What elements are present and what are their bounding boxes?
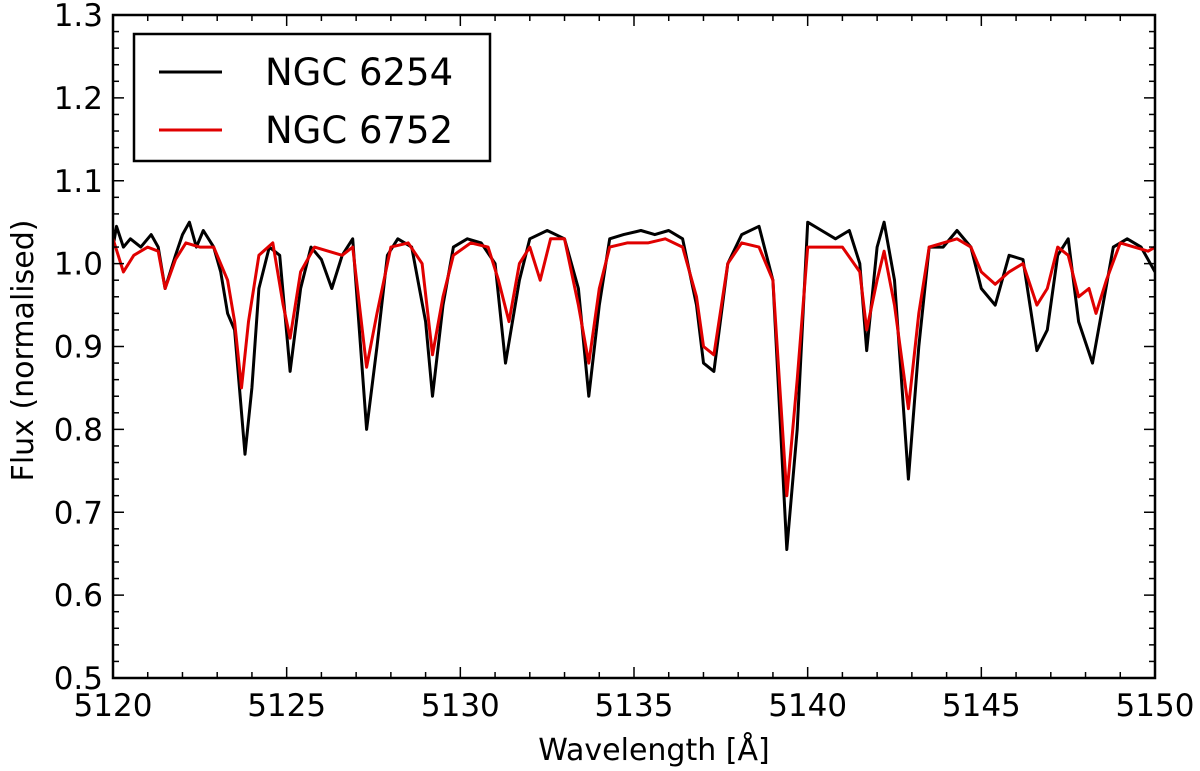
y-axis-label: Flux (normalised)	[6, 220, 41, 482]
series-layer	[113, 220, 1155, 551]
y-tick-label: 0.8	[54, 412, 103, 448]
y-tick-label: 0.5	[54, 661, 103, 697]
x-tick-label: 5120	[74, 688, 153, 724]
x-tick-label: 5140	[768, 688, 847, 724]
y-tick-label: 1.2	[54, 81, 103, 117]
y-tick-label: 0.6	[54, 578, 103, 614]
legend-label-2: NGC 6752	[265, 109, 453, 152]
x-tick-label: 5135	[595, 688, 674, 724]
x-tick-label: 5150	[1116, 688, 1195, 724]
legend-label-1: NGC 6254	[265, 51, 453, 94]
y-tick-label: 0.9	[54, 330, 103, 366]
x-tick-label: 5145	[942, 688, 1021, 724]
axes-layer: 5120 5125 5130 5135 5140 5145 5150 0.5 0.6 0.7 0.8…	[6, 0, 1194, 768]
x-axis-label: Wavelength [Å]	[538, 732, 769, 768]
series-line-1	[113, 220, 1155, 551]
x-tick-label: 5130	[421, 688, 500, 724]
y-tick-label: 0.7	[54, 495, 103, 531]
x-tick-label: 5125	[247, 688, 326, 724]
y-tick-label: 1.1	[54, 164, 103, 200]
series-line-2	[113, 237, 1155, 498]
y-tick-label: 1.0	[54, 247, 103, 283]
legend-box	[132, 32, 492, 163]
legend: NGC 6254 NGC 6752	[132, 32, 492, 163]
y-tick-label: 1.3	[54, 0, 103, 34]
